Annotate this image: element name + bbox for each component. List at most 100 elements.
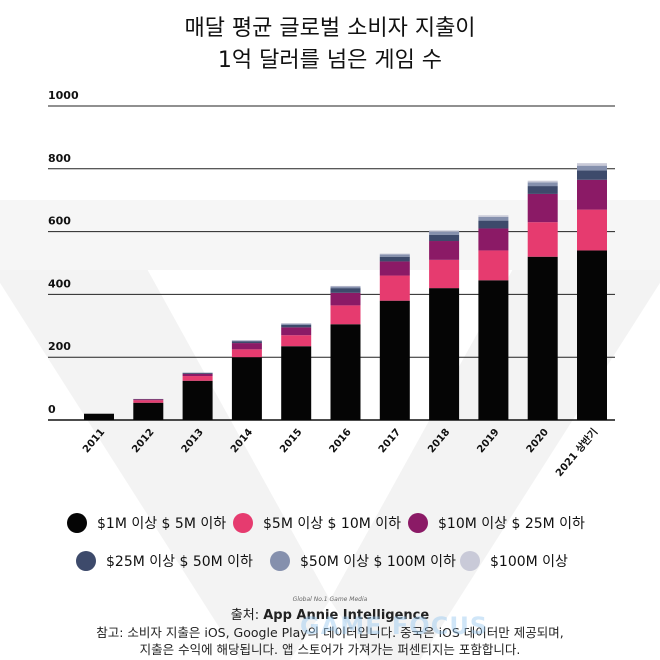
legend-label-100m-plus: $100M 이상 <box>490 554 568 570</box>
bar-segment-2017-s3 <box>379 256 410 262</box>
x-tick-label-2: 2013 <box>180 427 206 455</box>
bar-segment-2015-s4 <box>281 323 312 325</box>
bar-segment-2013-s2 <box>182 373 213 377</box>
x-tick-label-9: 2020 <box>525 427 551 455</box>
x-tick-label-0: 2011 <box>81 427 107 455</box>
bar-segment-2019-s1 <box>478 250 509 281</box>
note-line-1: 참고: 소비자 지출은 iOS, Google Play의 데이터입니다. 중국… <box>96 625 564 640</box>
bar-segment-2021 상반기-s5 <box>577 163 607 166</box>
bar-segment-2018-s2 <box>429 241 460 260</box>
x-tick-label-6: 2017 <box>377 427 403 455</box>
legend-item-100m-plus: $100M 이상 <box>460 551 568 571</box>
y-tick-label-800: 800 <box>48 152 71 165</box>
bar-segment-2020-s0 <box>527 256 558 420</box>
source-name: App Annie Intelligence <box>263 608 430 623</box>
bar-segment-2015-s3 <box>281 324 312 328</box>
y-tick-label-1000: 1000 <box>48 89 79 102</box>
legend-swatch-50m-100m <box>270 551 290 571</box>
bar-segment-2021 상반기-s0 <box>577 250 607 420</box>
x-tick-label-3: 2014 <box>229 427 255 455</box>
bar-segment-2021 상반기-s3 <box>577 170 607 180</box>
legend-item-10m-25m: $10M 이상 $ 25M 이하 <box>408 513 585 533</box>
bar-segment-2012-s2 <box>133 399 164 401</box>
bar-segment-2011-s0 <box>84 413 114 420</box>
legend-swatch-25m-50m <box>76 551 96 571</box>
legend-swatch-100m-plus <box>460 551 480 571</box>
bar-segment-2017-s2 <box>379 261 410 276</box>
y-tick-label-0: 0 <box>48 403 56 416</box>
bar-segment-2020-s5 <box>527 180 558 183</box>
bar-segment-2016-s2 <box>330 292 361 306</box>
bar-segment-2020-s3 <box>527 186 558 194</box>
source-prefix: 출처: <box>230 608 264 623</box>
chart-legend: $1M 이상 $ 5M 이하 $5M 이상 $ 10M 이하 $10M 이상 $… <box>0 505 660 575</box>
bar-segment-2019-s0 <box>478 280 509 420</box>
media-tagline: Global No.1 Game Media <box>292 596 368 603</box>
bar-segment-2018-s1 <box>429 259 460 289</box>
bar-segment-2013-s1 <box>182 376 213 381</box>
bar-segment-2012-s0 <box>133 402 164 420</box>
legend-label-5m-10m: $5M 이상 $ 10M 이하 <box>263 516 402 532</box>
bar-segment-2020-s1 <box>527 222 558 257</box>
bar-segment-2021 상반기-s2 <box>577 179 607 210</box>
legend-item-50m-100m: $50M 이상 $ 100M 이하 <box>270 551 456 571</box>
bar-segment-2018-s4 <box>429 231 460 235</box>
bar-segment-2015-s2 <box>281 327 312 336</box>
legend-label-50m-100m: $50M 이상 $ 100M 이하 <box>300 554 456 570</box>
legend-label-1m-5m: $1M 이상 $ 5M 이하 <box>97 516 227 532</box>
bar-segment-2013-s0 <box>182 380 213 420</box>
bar-segment-2019-s2 <box>478 228 509 251</box>
bar-segment-2021 상반기-s1 <box>577 209 607 251</box>
bar-segment-2016-s4 <box>330 286 361 289</box>
y-tick-label-400: 400 <box>48 277 71 290</box>
bar-segment-2020-s4 <box>527 182 558 187</box>
bar-segment-2014-s4 <box>231 340 262 342</box>
bar-segment-2018-s3 <box>429 234 460 242</box>
legend-label-25m-50m: $25M 이상 $ 50M 이하 <box>106 554 253 570</box>
chart-title-line1: 매달 평균 글로벌 소비자 지출이 <box>184 16 476 41</box>
bar-segment-2013-s3 <box>182 372 213 374</box>
chart-title-line2: 1억 달러를 넘은 게임 수 <box>217 48 443 73</box>
bar-segment-2016-s3 <box>330 288 361 293</box>
legend-swatch-1m-5m <box>67 513 87 533</box>
bar-segment-2017-s1 <box>379 275 410 301</box>
bar-segment-2014-s2 <box>231 343 262 350</box>
bar-segment-2017-s4 <box>379 254 410 257</box>
bar-segment-2018-s5 <box>429 230 460 232</box>
bar-segment-2012-s1 <box>133 400 164 403</box>
bar-segment-2019-s5 <box>478 215 509 217</box>
bar-segment-2016-s5 <box>330 285 361 287</box>
bar-segment-2020-s2 <box>527 193 558 223</box>
bar-segment-2021 상반기-s4 <box>577 165 607 171</box>
y-tick-label-200: 200 <box>48 340 71 353</box>
bar-segment-2017-s5 <box>379 253 410 255</box>
legend-item-5m-10m: $5M 이상 $ 10M 이하 <box>233 513 401 533</box>
x-tick-label-5: 2016 <box>327 427 353 455</box>
source-line: 출처: App Annie Intelligence <box>0 604 660 623</box>
bar-segment-2017-s0 <box>379 300 410 420</box>
legend-item-1m-5m: $1M 이상 $ 5M 이하 <box>67 513 226 533</box>
bar-segment-2016-s1 <box>330 305 361 325</box>
bar-segment-2014-s1 <box>231 349 262 358</box>
bar-segment-2014-s0 <box>231 357 262 420</box>
y-tick-label-600: 600 <box>48 215 71 228</box>
legend-swatch-10m-25m <box>408 513 428 533</box>
x-tick-label-7: 2018 <box>426 427 452 455</box>
note-line-2: 지출은 수익에 해당됩니다. 앱 스토어가 가져가는 퍼센티지는 포함합니다. <box>139 642 521 657</box>
bar-segment-2019-s3 <box>478 220 509 229</box>
legend-item-25m-50m: $25M 이상 $ 50M 이하 <box>76 551 253 571</box>
x-tick-label-10: 2021 상반기 <box>552 426 600 479</box>
stacked-bar-chart: 0 200 400 600 800 1000 2011 2012 2013 2014 2015 201… <box>48 89 615 479</box>
bar-segment-2018-s0 <box>429 288 460 420</box>
x-tick-label-1: 2012 <box>130 427 156 455</box>
bar-segment-2014-s3 <box>231 341 262 344</box>
bar-segment-2019-s4 <box>478 216 509 221</box>
legend-label-10m-25m: $10M 이상 $ 25M 이하 <box>438 516 585 532</box>
bar-segment-2015-s0 <box>281 346 312 420</box>
x-tick-label-8: 2019 <box>475 427 501 455</box>
bar-segment-2015-s1 <box>281 335 312 347</box>
legend-swatch-5m-10m <box>233 513 253 533</box>
watermark-logo: GAME FOCUS <box>300 612 489 640</box>
x-tick-label-4: 2015 <box>278 427 304 455</box>
bar-segment-2016-s0 <box>330 324 361 420</box>
